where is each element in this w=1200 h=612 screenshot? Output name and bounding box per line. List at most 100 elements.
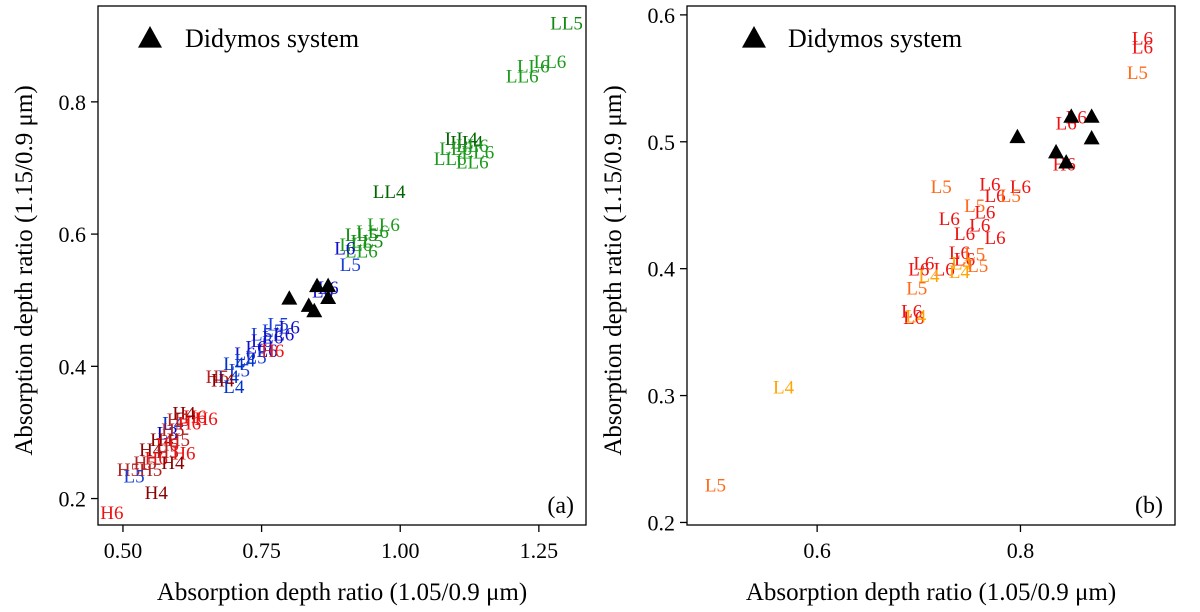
didymos-point	[309, 277, 326, 293]
didymos-point	[1063, 108, 1080, 123]
didymos-point	[320, 289, 337, 304]
panel-label: (a)	[547, 493, 574, 519]
meteorite-point-label: H6	[145, 449, 168, 470]
meteorite-point-label: H5	[167, 410, 190, 431]
meteorite-point-label: L6	[954, 250, 975, 271]
meteorite-point-label: L6	[903, 308, 924, 329]
meteorite-point-label: L5	[262, 321, 283, 342]
didymos-point	[320, 277, 337, 293]
meteorite-point-label: L4	[223, 354, 245, 375]
y-tick-label: 0.8	[59, 90, 87, 115]
meteorite-point-label: H6	[261, 341, 284, 362]
meteorite-point-label: H4	[145, 483, 169, 504]
meteorite-point-label: L6	[901, 302, 922, 323]
meteorite-point-label: H4	[172, 404, 196, 425]
meteorite-point-label: LL6	[456, 136, 489, 157]
meteorite-point-label: L6	[979, 175, 1000, 196]
didymos-point	[1083, 129, 1100, 145]
meteorite-point-label: LL5	[351, 232, 384, 253]
meteorite-point-label: L5	[245, 347, 266, 368]
legend-label: Didymos system	[185, 24, 359, 53]
meteorite-point-label: H5	[161, 420, 184, 441]
y-tick-label: 0.5	[648, 130, 676, 155]
didymos-point	[1083, 108, 1100, 123]
didymos-point	[281, 290, 298, 305]
meteorite-point-label: L6	[234, 344, 255, 365]
x-tick-label: 1.00	[381, 538, 420, 563]
meteorite-point-label: LL6	[506, 66, 539, 87]
meteorite-point-label: LL6	[345, 242, 378, 263]
meteorite-point-label: H6	[183, 407, 206, 428]
meteorite-point-label: H4	[150, 430, 174, 451]
meteorite-point-label: LL6	[534, 52, 567, 73]
meteorite-point-label: L6	[934, 260, 955, 281]
meteorite-point-label: H6	[156, 435, 179, 456]
x-tick-label: 0.8	[1007, 538, 1035, 563]
meteorite-point-label: L6	[273, 324, 294, 345]
meteorite-point-label: L6	[1010, 177, 1031, 198]
meteorite-point-label: L5	[967, 256, 988, 277]
meteorite-point-label: L4	[949, 262, 971, 283]
meteorite-point-label: L6	[334, 238, 355, 259]
y-tick-label: 0.6	[648, 3, 676, 28]
meteorite-point-label: LL6	[456, 152, 489, 173]
meteorite-point-label: L5	[931, 177, 952, 198]
meteorite-point-label: H5	[117, 460, 140, 481]
meteorite-point-label: L6	[1132, 29, 1153, 50]
meteorite-point-label: LL6	[367, 215, 400, 236]
meteorite-point-label: L6	[984, 228, 1005, 249]
meteorite-point-label: H5	[167, 430, 190, 451]
meteorite-point-label: LL6	[517, 57, 550, 78]
meteorite-point-label: L6	[908, 260, 929, 281]
meteorite-point-label: L6	[954, 224, 975, 245]
meteorite-point-label: H6	[100, 503, 123, 524]
meteorite-point-label: L5	[906, 279, 927, 300]
meteorite-point-label: L5	[964, 244, 985, 265]
meteorite-point-label: L6	[949, 243, 970, 264]
y-tick-label: 0.4	[648, 257, 676, 282]
x-tick-label: 0.50	[104, 538, 143, 563]
meteorite-point-label: L3	[157, 423, 178, 444]
meteorite-point-label: H4	[161, 453, 185, 474]
meteorite-point-label: L5	[1000, 186, 1021, 207]
x-tick-label: 0.6	[803, 538, 831, 563]
meteorite-point-label: LL5	[550, 14, 583, 35]
meteorite-point-label: H5	[139, 460, 162, 481]
meteorite-point-label: LL4	[373, 182, 406, 203]
meteorite-point-label: LL4	[445, 129, 478, 150]
legend-label: Didymos system	[788, 24, 962, 53]
meteorite-point-label: L6	[913, 253, 934, 274]
y-tick-label: 0.6	[59, 222, 87, 247]
didymos-point	[1009, 128, 1026, 144]
meteorite-point-label: LL6	[439, 139, 472, 160]
meteorite-point-label: L5	[123, 466, 144, 487]
x-axis-title: Absorption depth ratio (1.05/0.9 μm)	[157, 579, 527, 606]
meteorite-point-label: L6	[279, 318, 300, 339]
didymos-point	[1058, 154, 1075, 169]
meteorite-point-label: L5	[964, 196, 985, 217]
x-tick-label: 1.25	[520, 538, 559, 563]
meteorite-point-label: LL6	[356, 222, 389, 243]
x-tick-label: 0.75	[242, 538, 281, 563]
meteorite-point-label: L6	[245, 337, 266, 358]
meteorite-point-label: L5	[229, 361, 250, 382]
meteorite-point-label: L6	[257, 341, 278, 362]
didymos-point	[1048, 143, 1065, 159]
meteorite-point-label: LL6	[462, 142, 495, 163]
meteorite-point-label: L5	[340, 255, 361, 276]
meteorite-point-label: L6	[984, 186, 1005, 207]
meteorite-point-label: H6	[195, 409, 218, 430]
meteorite-point-label: LL6	[340, 235, 373, 256]
meteorite-point-label: LL6	[434, 149, 467, 170]
meteorite-point-label: L4	[773, 378, 795, 399]
legend-triangle-icon	[138, 26, 162, 48]
meteorite-point-label: L6	[262, 328, 283, 349]
y-tick-label: 0.2	[648, 510, 676, 535]
meteorite-point-label: L4	[918, 266, 940, 287]
y-axis-title: Absorption depth ratio (1.15/0.9 μm)	[11, 85, 38, 455]
didymos-point	[306, 302, 323, 318]
meteorite-point-label: H5	[206, 367, 229, 388]
plot-frame	[97, 5, 587, 526]
meteorite-point-label: H5	[134, 453, 157, 474]
